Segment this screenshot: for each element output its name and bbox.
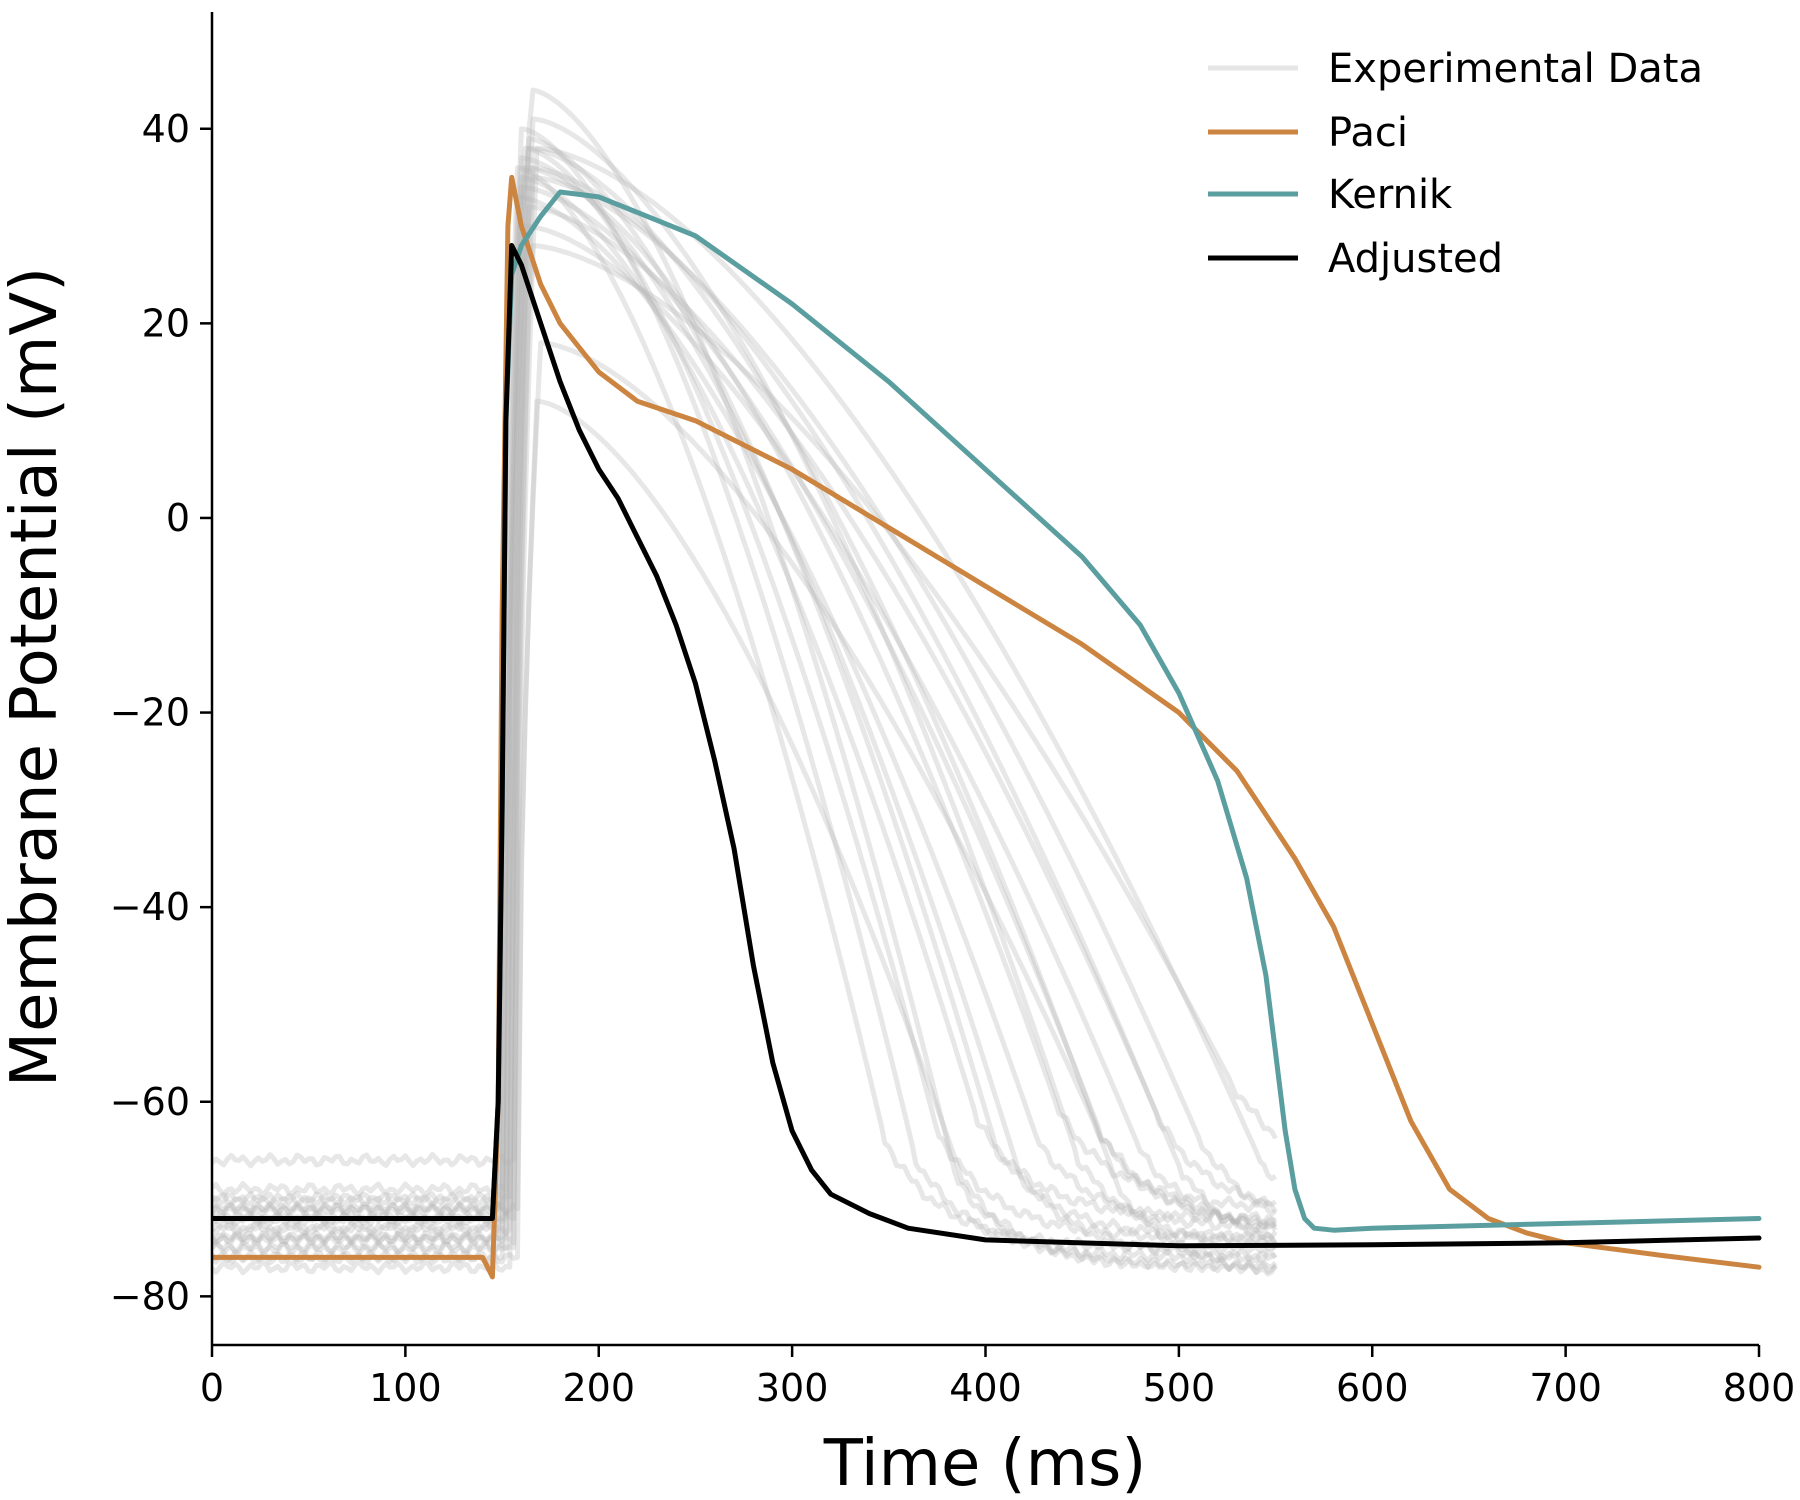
series-line-adjusted [212, 243, 1762, 1249]
experimental-trace [212, 155, 1278, 1263]
x-ticks: 0 100 200 300 400 500 600 700 800 [200, 1345, 1795, 1410]
experimental-trace [212, 116, 1278, 1251]
y-tick-label: 0 [166, 496, 190, 540]
x-tick-label: 600 [1336, 1366, 1409, 1410]
legend-label-experimental: Experimental Data [1328, 46, 1703, 92]
series-line-kernik [212, 189, 1762, 1233]
x-tick-label: 0 [200, 1366, 224, 1410]
experimental-trace [212, 145, 1277, 1247]
x-tick-label: 300 [756, 1366, 829, 1410]
legend-label-adjusted: Adjusted [1328, 236, 1503, 282]
experimental-trace [212, 340, 1278, 1230]
y-tick-label: 40 [142, 107, 190, 151]
experimental-trace [212, 126, 1277, 1265]
experimental-trace [212, 87, 1278, 1275]
x-axis-title: Time (ms) [823, 1427, 1147, 1500]
experimental-trace [212, 136, 1278, 1245]
experimental-trace [212, 398, 1278, 1275]
experimental-trace [212, 165, 1278, 1214]
x-tick-label: 500 [1143, 1366, 1216, 1410]
x-tick-label: 700 [1529, 1366, 1602, 1410]
experimental-trace [212, 145, 1278, 1277]
experimental-trace [212, 145, 1278, 1245]
experimental-trace [212, 184, 1278, 1230]
y-ticks: −80 −60 −40 −20 0 20 40 [110, 107, 212, 1318]
experimental-trace [212, 165, 1278, 1256]
y-tick-label: −60 [110, 1080, 190, 1124]
y-tick-label: 20 [142, 301, 190, 345]
legend-label-paci: Paci [1328, 110, 1408, 156]
experimental-trace [212, 204, 1278, 1256]
x-tick-label: 400 [949, 1366, 1022, 1410]
x-tick-label: 800 [1723, 1366, 1796, 1410]
model-series [212, 174, 1762, 1280]
x-tick-label: 200 [562, 1366, 635, 1410]
y-tick-label: −80 [110, 1274, 190, 1318]
x-tick-label: 100 [369, 1366, 442, 1410]
experimental-trace [212, 174, 1277, 1225]
legend: Experimental Data Paci Kernik Adjusted [1208, 46, 1703, 282]
experimental-trace [212, 243, 1278, 1169]
y-tick-label: −20 [110, 691, 190, 735]
experimental-trace [212, 165, 1278, 1208]
y-tick-label: −40 [110, 885, 190, 929]
experimental-trace [212, 174, 1278, 1227]
experimental-traces [212, 87, 1278, 1277]
legend-label-kernik: Kernik [1328, 172, 1453, 218]
y-axis-title: Membrane Potential (mV) [0, 267, 72, 1087]
experimental-trace [212, 223, 1278, 1237]
